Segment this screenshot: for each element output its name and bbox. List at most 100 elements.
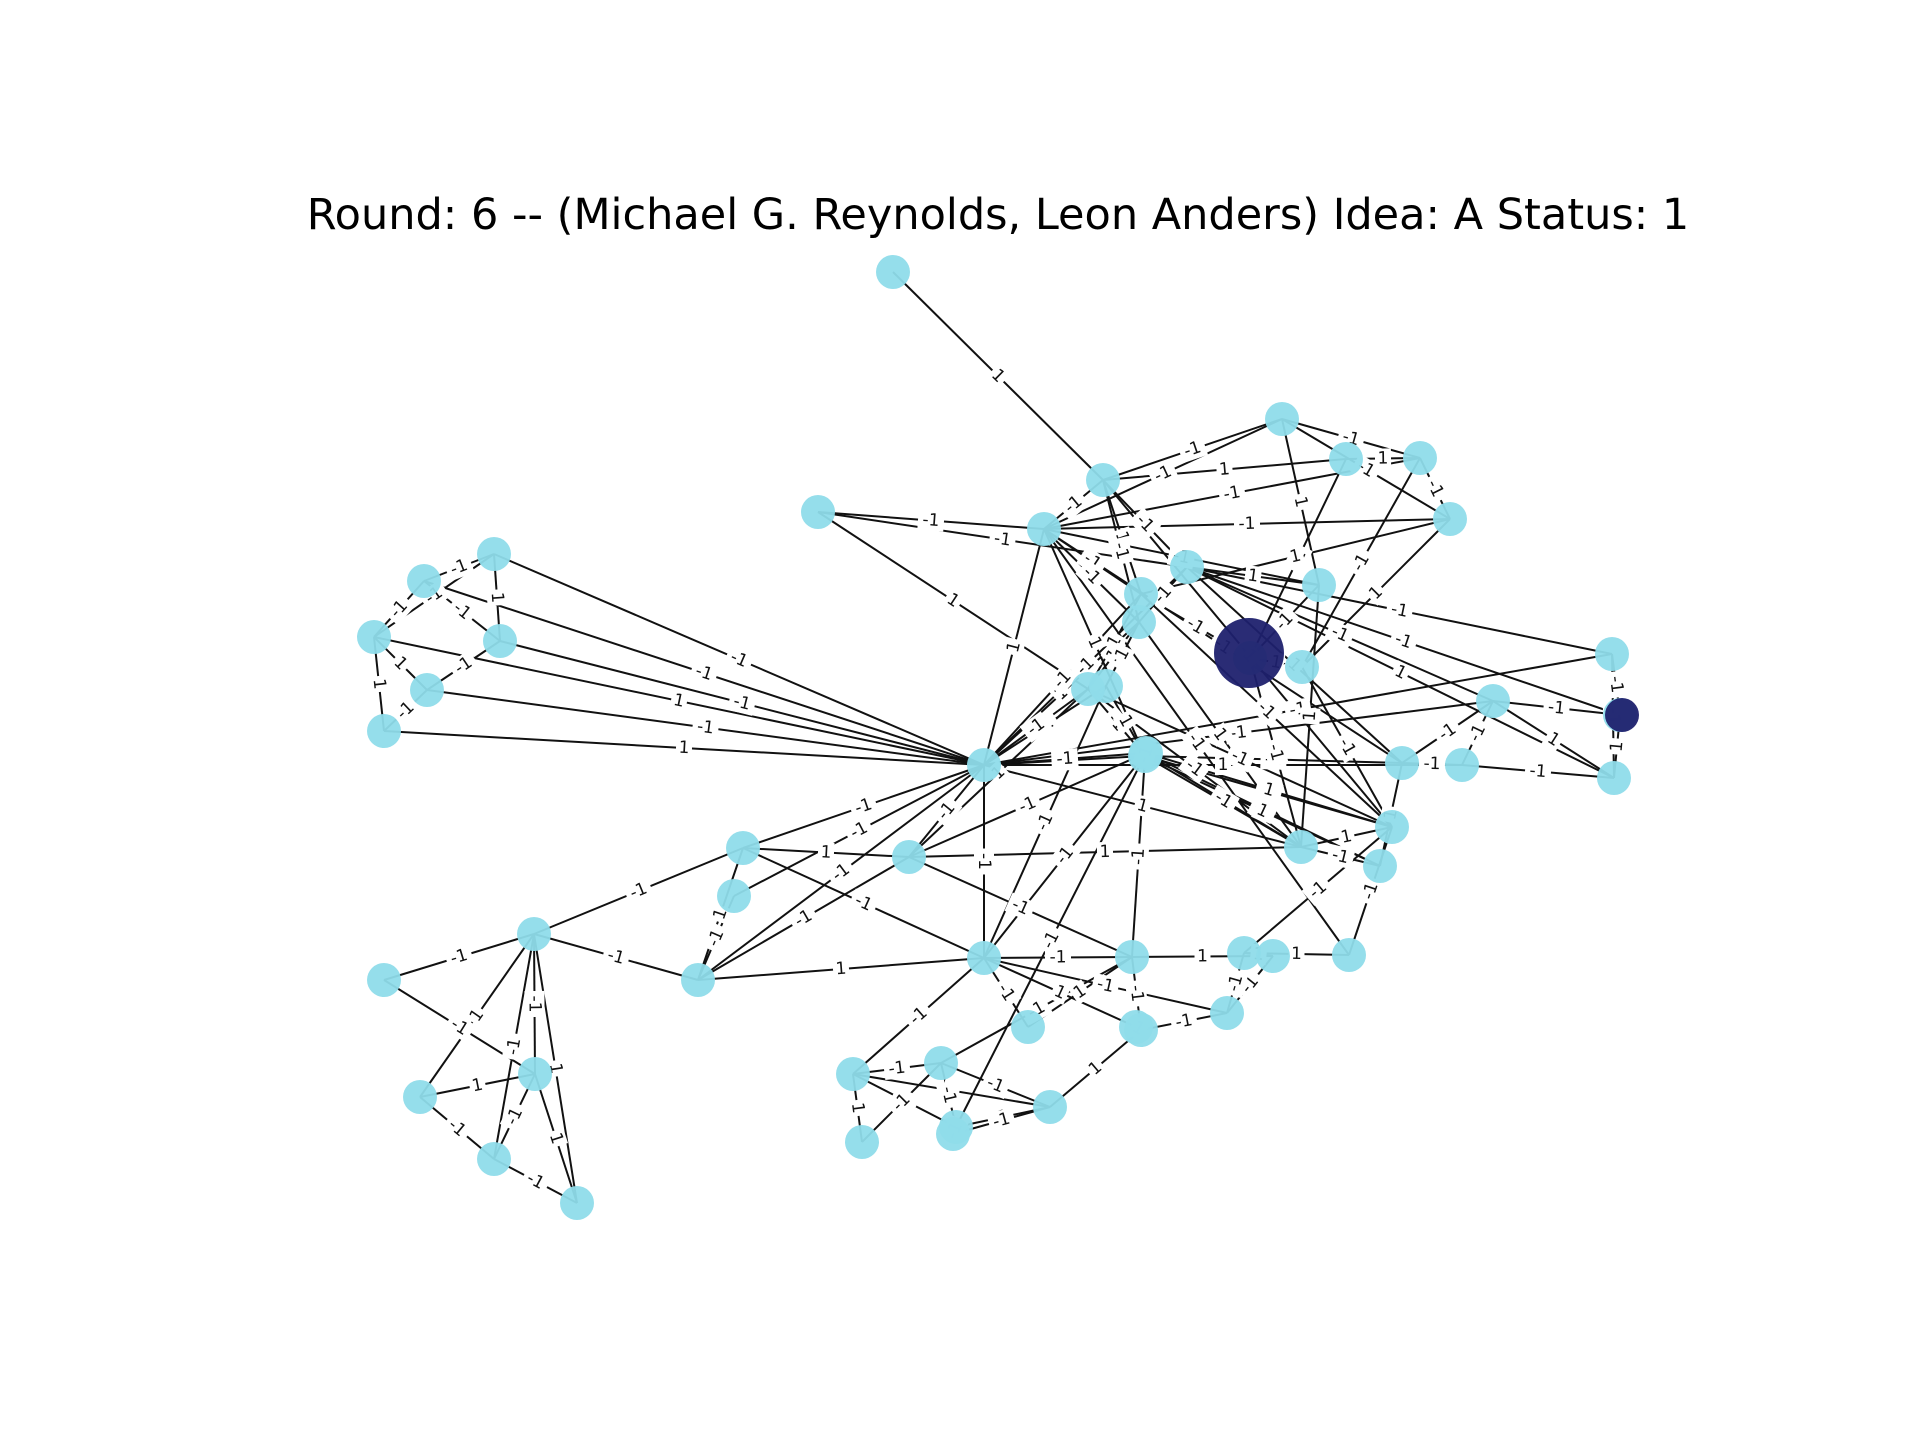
edge-label-text: -1 [922,510,940,531]
edge-label: 1 [1288,943,1305,965]
edge-label: 1 [832,958,850,980]
edge-label-text: 1 [1135,795,1150,817]
graph-node [1115,940,1149,974]
edge-label: -1 [723,645,755,674]
graph-node [1265,402,1299,436]
edge-label-background [1207,722,1233,747]
edge-label: -1 [1604,670,1628,699]
edge-label-background [885,1086,918,1119]
edge-label-background [443,1011,476,1043]
edge-label-text: -1 [447,555,470,580]
edge-label-text: 1 [672,690,687,712]
edge-label: -1 [1324,619,1356,649]
edge-label: -1 [600,943,632,971]
edge-label-background [1345,546,1377,579]
edge-label-background [688,659,720,687]
edge-label-background [1128,507,1162,540]
edge-label-background [1258,778,1280,802]
edge-label: -1 [847,888,880,918]
edge-label-text: 1 [835,959,847,980]
edge-label: 1 [1251,798,1274,824]
graph-node [1227,936,1261,970]
edge-label-background [519,1166,552,1196]
edge-label-background [669,689,689,713]
edge-label: -1 [501,1031,527,1062]
edge-label-text: 1 [1288,546,1303,568]
edge-label-text: 1 [820,842,832,863]
edge-label: 1 [675,737,693,759]
edge-label-background [1076,545,1109,578]
edge-label: -1 [1222,967,1249,999]
edge-label-background [1604,670,1628,699]
edge-label-background [440,1111,474,1145]
graph-node [1332,938,1366,972]
edge-label-background [1176,435,1209,464]
edge-label-background [701,922,731,954]
edge-label-background [1331,730,1363,764]
edge-label: -1 [1147,459,1179,489]
edge-label-background [1036,923,1066,957]
edge-label-text: -1 [852,794,875,818]
edge-label: -1 [917,509,945,532]
edge-label-background [726,690,758,716]
edge-label: 1 [1082,631,1107,654]
edge-label-text: -1 [1056,748,1074,769]
edge-label-text: 1 [1377,448,1388,468]
edge-label-text: -1 [731,691,752,715]
edge-label: -1 [445,595,479,627]
edge-label-text: 1 [1099,842,1110,862]
graph-node [407,564,441,598]
edge-label-background [1224,743,1256,773]
edge-label: 1 [544,1127,568,1150]
edge-label-text: 1 [1300,710,1321,722]
edge-label-background [387,650,414,677]
edge-label-text: -1 [1032,810,1057,834]
edge-label-text: -1 [627,879,650,904]
edge-label-background [600,943,632,971]
edge-label-background [486,588,508,607]
graph-node [936,1117,970,1151]
edge-label-text: -1 [1423,754,1441,775]
edge-label: -1 [1176,435,1209,464]
edge-label: -1 [1262,737,1289,768]
edge-label: 1 [1243,565,1263,587]
edge-label: 1 [486,588,508,607]
edge-label-text: -1 [1181,437,1203,461]
edge-label-text: -1 [1605,675,1627,694]
edge-label: -1 [1057,488,1090,521]
edge-label: -1 [1049,839,1081,872]
edge-label-text: -1 [1547,697,1566,719]
edge-label-text: -1 [974,853,994,870]
edge-label: -1 [1224,721,1253,745]
edge-label-background [842,815,876,846]
graph-node [1445,748,1479,782]
graph-node [477,537,511,571]
graph-node [1124,577,1158,611]
graph-node [801,495,835,529]
edge-label: 1 [940,587,966,614]
edge-label-text: -1 [1358,880,1382,902]
edge-label-background [1215,458,1234,481]
edge-label-background [1096,841,1114,863]
edge-label-text: 1 [1339,826,1354,848]
edge-label-background [1112,709,1139,733]
edge-label-background [544,1127,568,1150]
active-node-small [1605,698,1639,732]
figure-title: Round: 6 -- (Michael G. Reynolds, Leon A… [306,190,1690,240]
edge-label-background [1288,492,1313,512]
edge-label-background [1299,707,1321,725]
graph-node [1375,810,1409,844]
edge-label-background [882,1056,912,1081]
edge-label-background [1363,580,1389,606]
edge-label: 1 [1285,544,1306,569]
edge-label: -1 [979,1070,1012,1100]
edge-label-background [1147,459,1179,489]
edge-label-text: 1 [1290,495,1312,510]
graph-node [1033,1090,1067,1124]
edge-label-background [675,737,693,759]
edge-label-background [382,592,416,626]
graph-node [967,748,1001,782]
graph-node [1122,605,1156,639]
edge-label-background [1194,946,1211,967]
